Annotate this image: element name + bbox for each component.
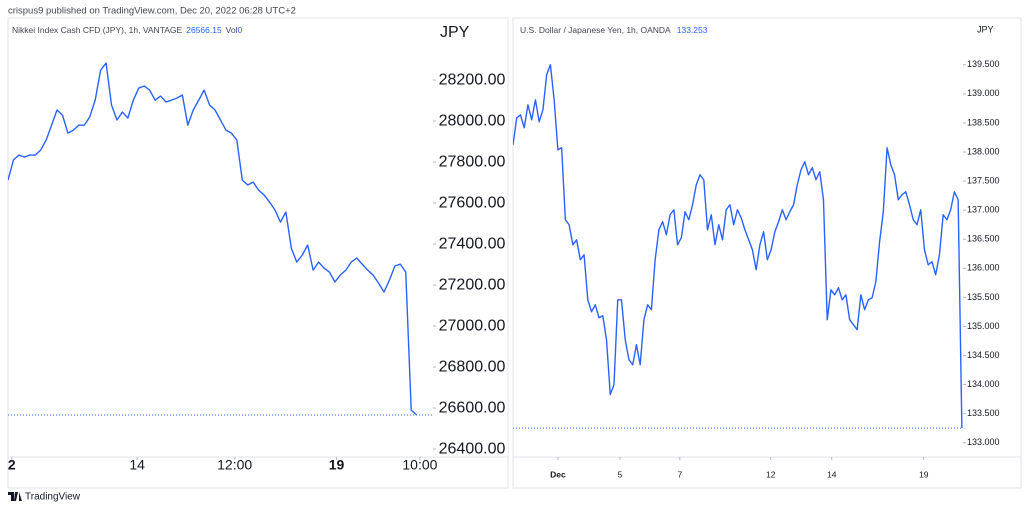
- x-tick-label: 2: [8, 457, 16, 473]
- y-tick-label: 134.500: [967, 350, 1000, 360]
- last-price: 26566.15: [186, 25, 222, 35]
- y-tick-label: 137.000: [967, 205, 1000, 215]
- y-tick-label: 139.000: [967, 88, 1000, 98]
- publish-header: crispus9 published on TradingView.com, D…: [8, 6, 296, 17]
- axis-unit: JPY: [977, 24, 994, 34]
- y-tick-label: 28200.00: [439, 71, 506, 88]
- symbol-title: U.S. Dollar / Japanese Yen, 1h, OANDA: [520, 25, 671, 35]
- x-tick-label: 12:00: [217, 457, 252, 473]
- price-line: [8, 62, 418, 416]
- y-tick-label: 26400.00: [439, 440, 506, 457]
- brand-name: TradingView: [25, 492, 81, 503]
- x-tick-label: 19: [919, 469, 929, 479]
- chart-panel: 133.000 133.500 134.000 134.500 135.000 135.5…: [513, 59, 1021, 479]
- chart-panel: 26400.00 26600.00 26800.00 27000.00 27200.00…: [8, 62, 508, 473]
- y-tick-label: 133.500: [967, 408, 1000, 418]
- price-line: [513, 64, 963, 429]
- y-tick-label: 134.000: [967, 379, 1000, 389]
- y-tick-label: 138.000: [967, 146, 1000, 156]
- x-tick-label: 10:00: [402, 457, 437, 473]
- x-tick-label: 14: [827, 469, 837, 479]
- x-tick-label: 19: [329, 457, 345, 473]
- y-tick-label: 26800.00: [439, 358, 506, 375]
- y-tick-label: 138.500: [967, 117, 1000, 127]
- volume-label: Vol: [226, 25, 238, 35]
- y-tick-label: 27800.00: [439, 153, 506, 170]
- x-tick-label: Dec: [550, 469, 566, 479]
- legend: Nikkei Index Cash CFD (JPY), 1h, VANTAGE…: [12, 25, 243, 35]
- y-tick-label: 137.500: [967, 175, 1000, 185]
- y-tick-label: 136.500: [967, 234, 1000, 244]
- legend: U.S. Dollar / Japanese Yen, 1h, OANDA 133…: [520, 25, 708, 35]
- x-tick-label: 12: [766, 469, 776, 479]
- y-tick-label: 28000.00: [439, 112, 506, 129]
- y-tick-label: 27200.00: [439, 276, 506, 293]
- y-tick-label: 136.000: [967, 263, 1000, 273]
- y-tick-label: 135.000: [967, 321, 1000, 331]
- brand-logo: [8, 492, 22, 501]
- x-tick-label: 14: [129, 457, 145, 473]
- symbol-title: Nikkei Index Cash CFD (JPY), 1h, VANTAGE: [12, 25, 183, 35]
- y-tick-label: 27600.00: [439, 194, 506, 211]
- y-tick-label: 27400.00: [439, 235, 506, 252]
- panel-border: [512, 17, 1022, 489]
- last-price: 133.253: [677, 25, 708, 35]
- y-tick-label: 135.500: [967, 292, 1000, 302]
- y-tick-label: 27000.00: [439, 317, 506, 334]
- x-tick-label: 7: [677, 469, 682, 479]
- y-tick-label: 133.000: [967, 437, 1000, 447]
- x-tick-label: 5: [618, 469, 623, 479]
- volume-value: 0: [238, 25, 243, 35]
- y-tick-label: 139.500: [967, 59, 1000, 69]
- axis-unit: JPY: [440, 24, 470, 41]
- y-tick-label: 26600.00: [439, 399, 506, 416]
- panel-border: [7, 17, 509, 489]
